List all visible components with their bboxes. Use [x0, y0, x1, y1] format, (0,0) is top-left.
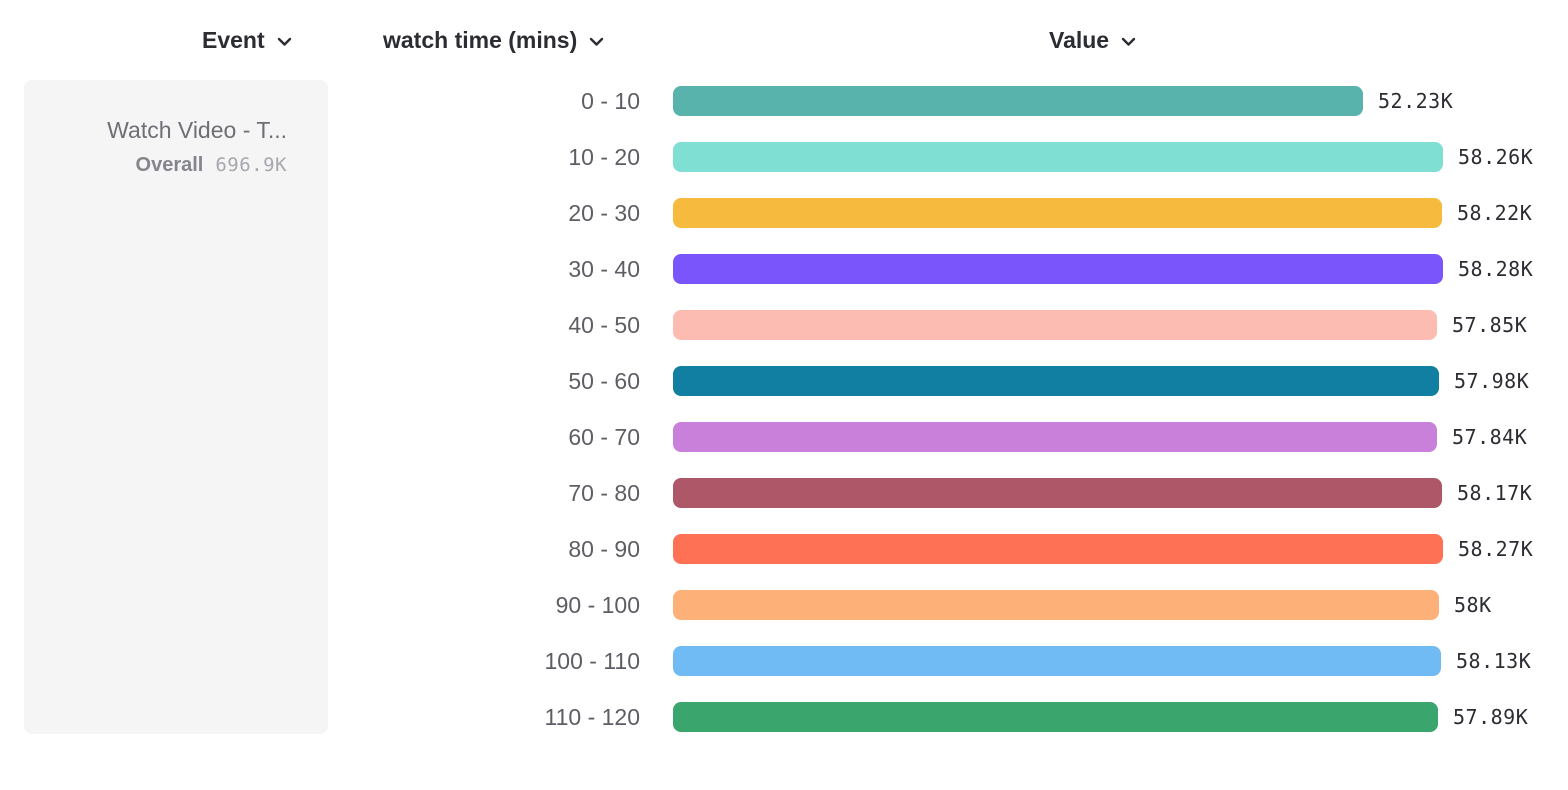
- bar-track: 58.17K: [673, 478, 1532, 508]
- chevron-down-icon: [589, 34, 604, 47]
- chart-row: 80 - 90 58.27K: [0, 521, 1568, 577]
- bar-segment[interactable]: [673, 422, 1437, 452]
- value-label: 57.89K: [1453, 705, 1529, 729]
- value-label: 52.23K: [1378, 89, 1454, 113]
- chart-row: 50 - 60 57.98K: [0, 353, 1568, 409]
- value-column-label: Value: [1049, 27, 1110, 53]
- category-label: 50 - 60: [568, 367, 640, 394]
- value-label: 58.17K: [1457, 481, 1533, 505]
- category-label: 70 - 80: [568, 479, 640, 506]
- breakdown-column-label: watch time (mins): [383, 27, 578, 53]
- chart-row: 0 - 10 52.23K: [0, 73, 1568, 129]
- chart-row: 30 - 40 58.28K: [0, 241, 1568, 297]
- chart-row: 70 - 80 58.17K: [0, 465, 1568, 521]
- bar-track: 57.85K: [673, 310, 1527, 340]
- bar-track: 57.84K: [673, 422, 1527, 452]
- bar-track: 57.98K: [673, 366, 1529, 396]
- bar-segment[interactable]: [673, 702, 1438, 732]
- legend-event-name: Watch Video - T...: [107, 117, 287, 143]
- category-label: 100 - 110: [544, 647, 640, 674]
- category-label: 90 - 100: [555, 591, 640, 618]
- bar-segment[interactable]: [673, 534, 1443, 564]
- bar-track: 57.89K: [673, 702, 1528, 732]
- category-label: 30 - 40: [568, 255, 640, 282]
- chart-row: 40 - 50 57.85K: [0, 297, 1568, 353]
- bar-segment[interactable]: [673, 310, 1437, 340]
- value-label: 57.85K: [1452, 313, 1528, 337]
- value-label: 57.98K: [1454, 369, 1530, 393]
- event-column-label: Event: [202, 27, 265, 53]
- category-label: 20 - 30: [568, 199, 640, 226]
- bar-track: 58.28K: [673, 254, 1533, 284]
- bar-track: 58K: [673, 590, 1491, 620]
- chevron-down-icon: [1121, 34, 1136, 47]
- legend-overall-value: 696.9K: [215, 154, 287, 176]
- chart-row: 110 - 120 57.89K: [0, 689, 1568, 745]
- value-label: 57.84K: [1452, 425, 1528, 449]
- bar-chart: 0 - 10 52.23K 10 - 20 58.26K 20 - 30 58.22K 30…: [0, 73, 1568, 745]
- bar-segment[interactable]: [673, 142, 1443, 172]
- bar-track: 58.22K: [673, 198, 1532, 228]
- legend-overall-label: Overall: [135, 154, 204, 176]
- chevron-down-icon: [277, 34, 292, 47]
- legend-card[interactable]: Watch Video - T... Overall 696.9K: [24, 80, 328, 734]
- bar-track: 58.13K: [673, 646, 1531, 676]
- bar-segment[interactable]: [673, 646, 1441, 676]
- legend-overall-row: Overall 696.9K: [36, 154, 287, 177]
- bar-segment[interactable]: [673, 478, 1442, 508]
- chart-row: 100 - 110 58.13K: [0, 633, 1568, 689]
- category-label: 80 - 90: [568, 535, 640, 562]
- category-label: 40 - 50: [568, 311, 640, 338]
- event-column-header[interactable]: Event: [202, 27, 292, 54]
- value-label: 58K: [1454, 593, 1492, 617]
- category-label: 60 - 70: [568, 423, 640, 450]
- bar-track: 58.26K: [673, 142, 1533, 172]
- value-column-header[interactable]: Value: [1049, 27, 1136, 54]
- breakdown-column-header[interactable]: watch time (mins): [383, 27, 604, 54]
- value-label: 58.13K: [1456, 649, 1532, 673]
- chart-row: 10 - 20 58.26K: [0, 129, 1568, 185]
- value-label: 58.22K: [1457, 201, 1533, 225]
- chart-row: 20 - 30 58.22K: [0, 185, 1568, 241]
- bar-segment[interactable]: [673, 366, 1439, 396]
- bar-track: 52.23K: [673, 86, 1453, 116]
- chart-row: 90 - 100 58K: [0, 577, 1568, 633]
- category-label: 10 - 20: [568, 143, 640, 170]
- bar-segment[interactable]: [673, 254, 1443, 284]
- value-label: 58.28K: [1458, 257, 1534, 281]
- bar-segment[interactable]: [673, 590, 1439, 620]
- bar-segment[interactable]: [673, 198, 1442, 228]
- category-label: 110 - 120: [544, 703, 640, 730]
- value-label: 58.26K: [1458, 145, 1534, 169]
- chart-row: 60 - 70 57.84K: [0, 409, 1568, 465]
- bar-track: 58.27K: [673, 534, 1533, 564]
- bar-segment[interactable]: [673, 86, 1363, 116]
- category-label: 0 - 10: [581, 87, 640, 114]
- value-label: 58.27K: [1458, 537, 1534, 561]
